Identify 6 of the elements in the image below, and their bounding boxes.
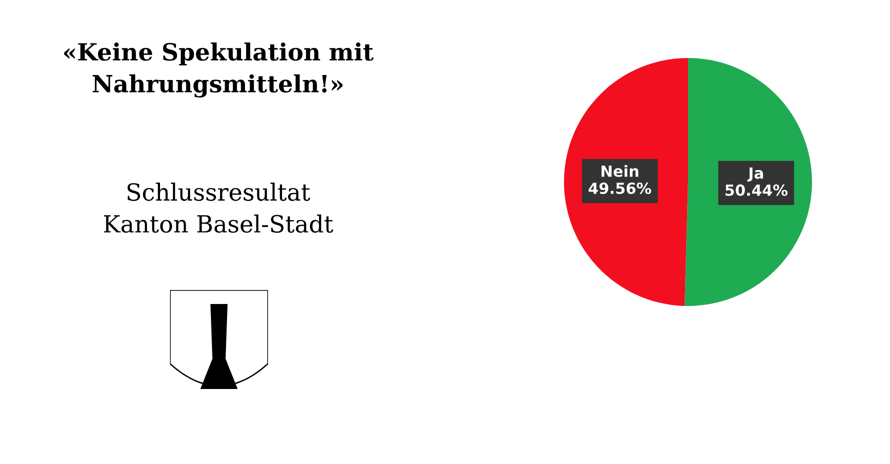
data-label: 49.56% — [588, 182, 652, 194]
slice-label: Ja — [747, 167, 763, 182]
text: Schlussresultat Kanton Basel-Stadt — [104, 182, 334, 233]
slice-label: Nein — [602, 165, 638, 177]
text: «Keine Spekulation mit Nahrungsmitteln!» — [64, 42, 374, 98]
data-label: 50.44% — [726, 184, 788, 196]
